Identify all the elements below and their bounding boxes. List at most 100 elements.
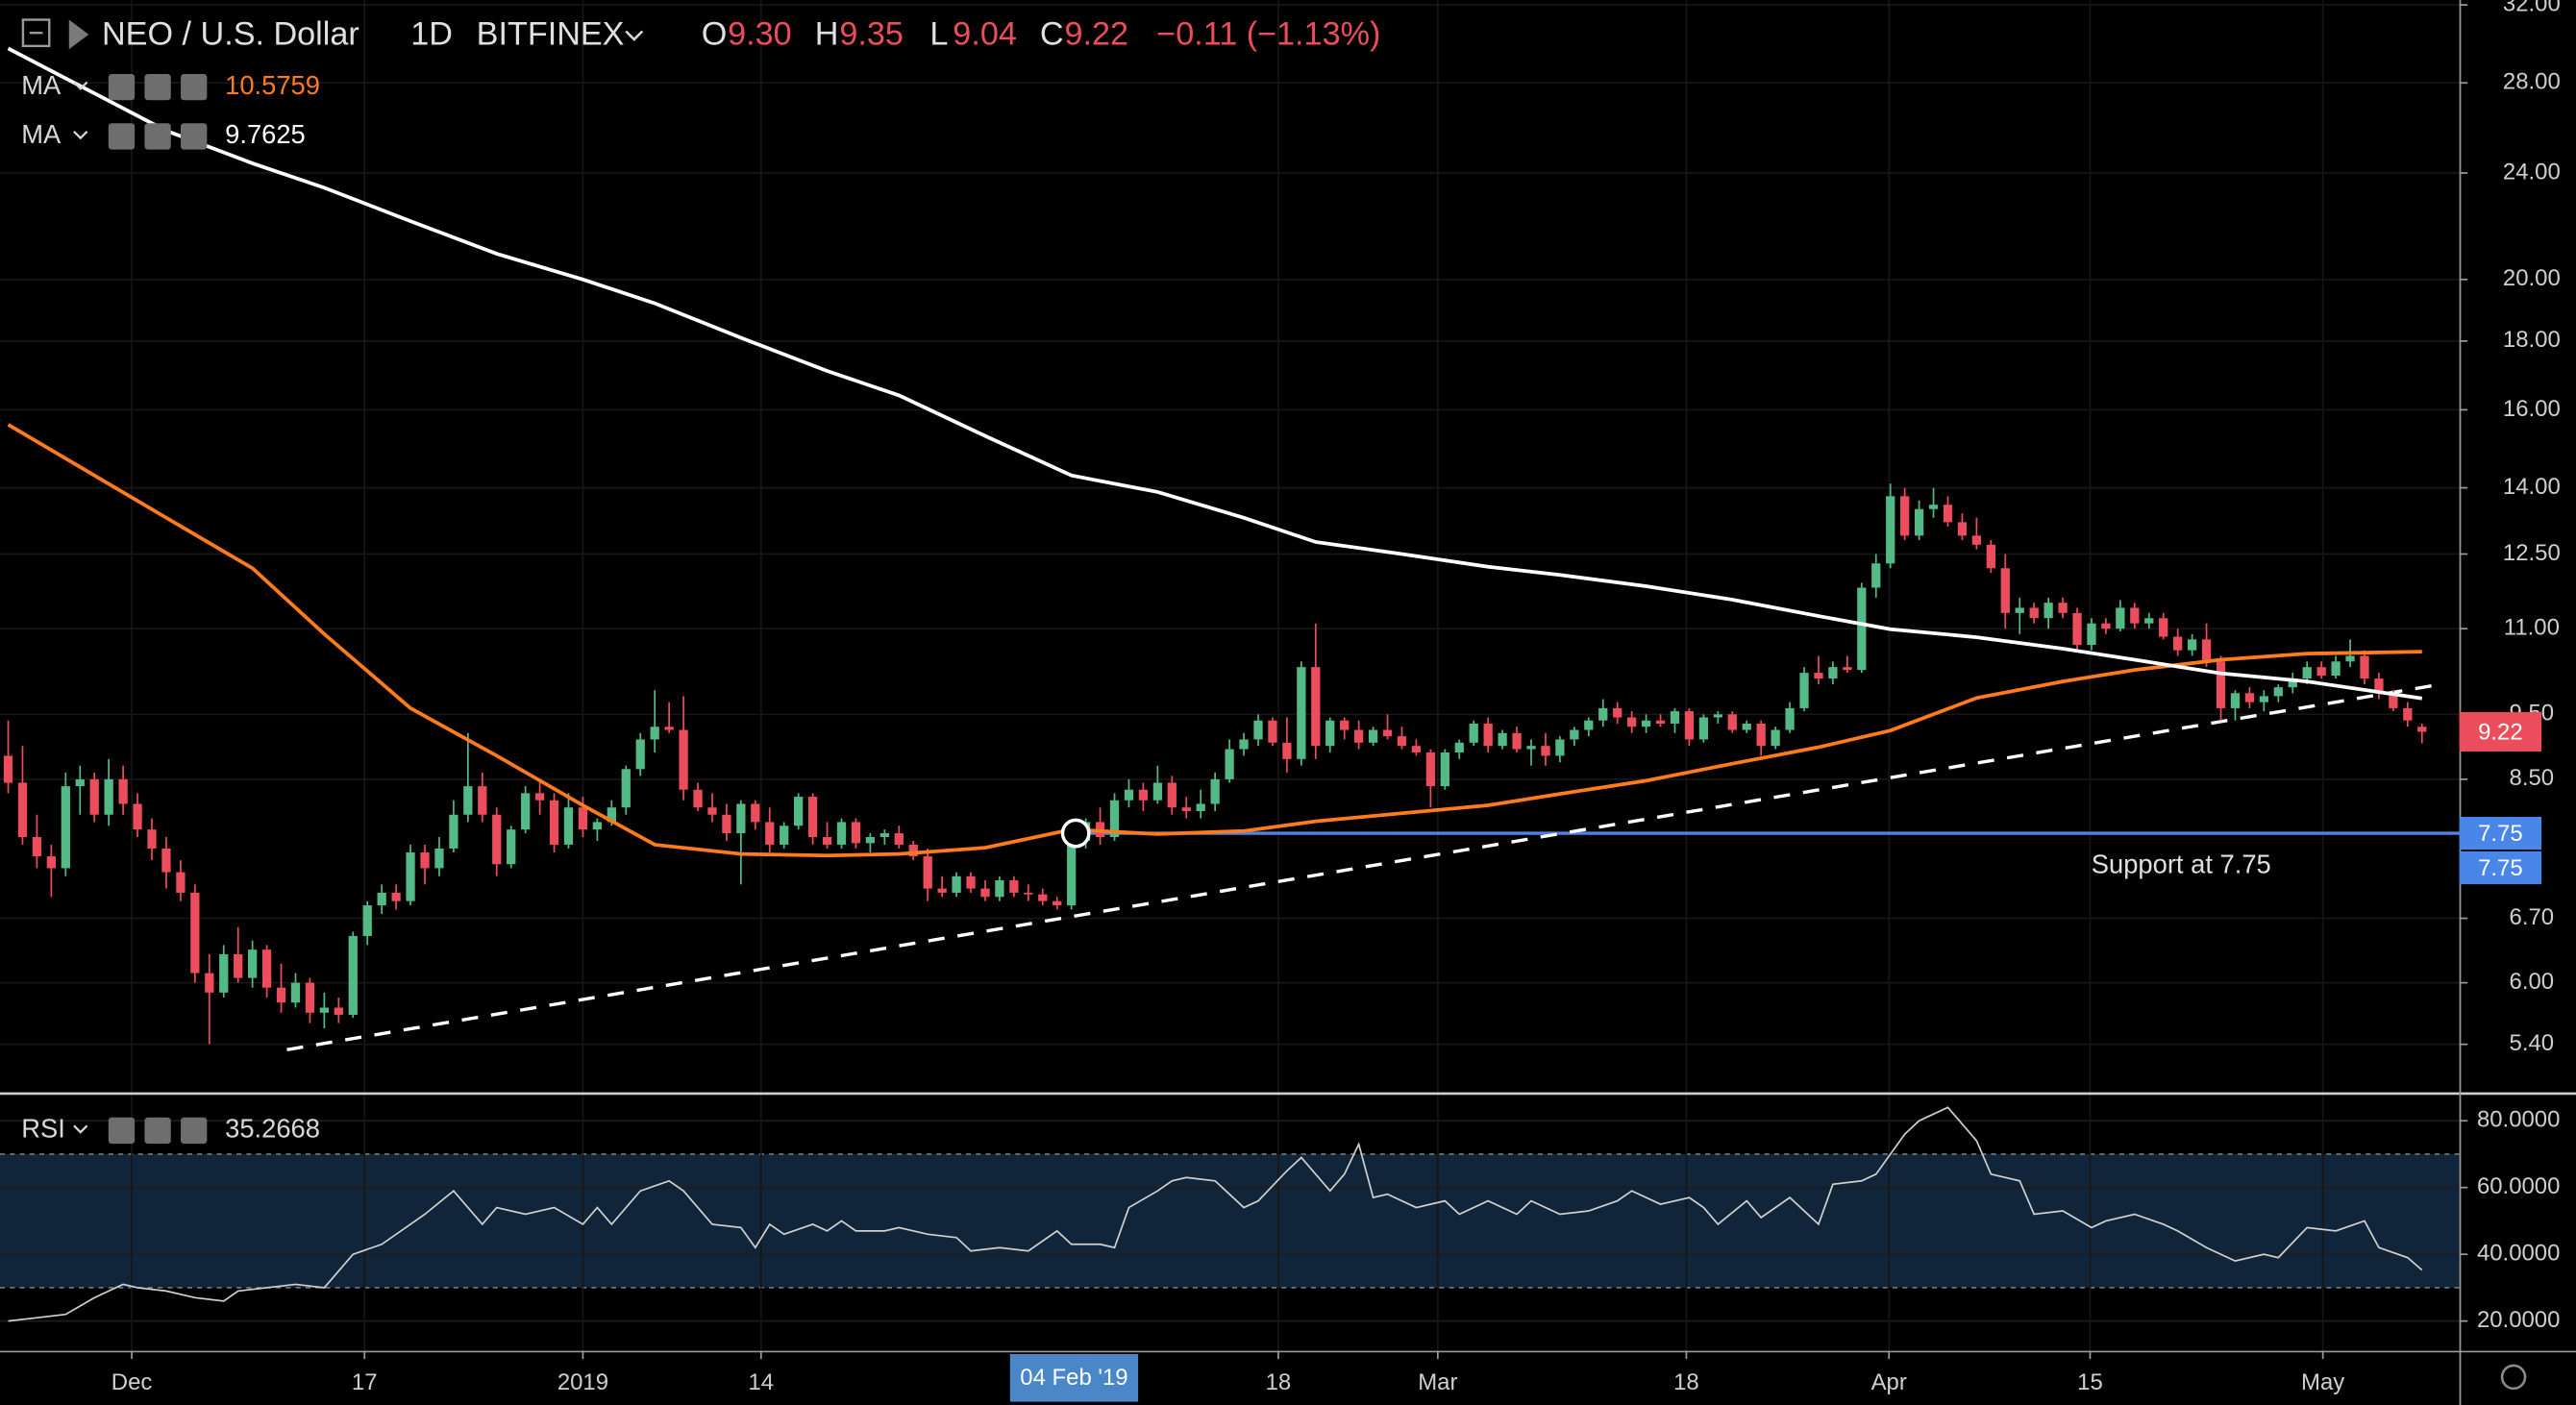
- settings-icon[interactable]: [144, 73, 171, 101]
- eye-icon[interactable]: [108, 1117, 136, 1145]
- candle-body: [1440, 752, 1449, 787]
- settings-icon[interactable]: [144, 1117, 171, 1145]
- candle-body: [89, 778, 99, 815]
- y-tick-label: 32.00: [2503, 0, 2561, 16]
- dropdown-caret[interactable]: [625, 30, 644, 41]
- candle-body: [1196, 803, 1205, 811]
- x-tick-label: 2019: [557, 1369, 608, 1395]
- x-tick-label: Mar: [1418, 1369, 1457, 1395]
- candle-body: [664, 727, 674, 730]
- rsi-tick-label: 80.0000: [2477, 1107, 2560, 1133]
- remove-icon[interactable]: [181, 123, 208, 150]
- candle-body: [75, 778, 85, 787]
- interval: 1D: [410, 16, 453, 53]
- candle-body: [1483, 723, 1493, 747]
- support-price-tag-label: 7.75: [2478, 821, 2523, 847]
- rsi-legend-name[interactable]: RSI: [21, 1114, 65, 1144]
- y-tick-label: 28.00: [2503, 69, 2561, 95]
- candle-body: [1009, 880, 1019, 893]
- candle-body: [1641, 720, 1651, 727]
- ohlc-value: 9.30: [728, 16, 792, 53]
- candle-body: [2302, 667, 2312, 679]
- candle-body: [865, 836, 876, 844]
- ohlc-value: 9.22: [1065, 16, 1129, 53]
- candle-body: [894, 833, 904, 845]
- candle-body: [980, 888, 990, 898]
- x-tick-label: 18: [1673, 1369, 1699, 1395]
- x-tick-label: Dec: [111, 1369, 153, 1395]
- x-tick-label: 15: [2077, 1369, 2103, 1395]
- candle-body: [621, 769, 631, 808]
- candle-body: [1914, 508, 1924, 536]
- support-price-tag: [2459, 816, 2542, 850]
- candle-body: [2015, 607, 2024, 613]
- eye-icon[interactable]: [108, 123, 136, 150]
- candle-body: [348, 935, 358, 1015]
- candle-body: [1627, 717, 1637, 727]
- ohlc-letter: O: [702, 16, 728, 53]
- candle-body: [952, 875, 961, 893]
- candle-body: [2029, 607, 2039, 619]
- rsi-tick-label: 20.0000: [2477, 1307, 2560, 1333]
- y-tick-label: 16.00: [2503, 396, 2561, 422]
- y-tick-label: 24.00: [2503, 159, 2561, 185]
- collapse-icon[interactable]: [21, 18, 51, 48]
- x-tick-label: Apr: [1871, 1369, 1907, 1395]
- candle-body: [1584, 720, 1594, 730]
- y-tick-label: 11.00: [2504, 615, 2560, 641]
- remove-icon[interactable]: [181, 1117, 208, 1145]
- candle-body: [592, 822, 603, 830]
- candle-body: [1498, 732, 1507, 747]
- candle-body: [1814, 673, 1823, 679]
- candle-body: [549, 800, 559, 845]
- y-tick-label: 12.50: [2503, 540, 2561, 566]
- candle-body: [1340, 720, 1350, 730]
- x-tick-label: 14: [748, 1369, 774, 1395]
- candle-body: [1971, 535, 1982, 545]
- candle-body: [1210, 778, 1220, 804]
- candle-body: [1756, 723, 1766, 747]
- legend-carets: [73, 81, 88, 1134]
- candle-body: [219, 953, 229, 993]
- candle-body: [693, 789, 703, 808]
- candle-body: [923, 856, 932, 889]
- candle-body: [1655, 720, 1666, 724]
- remove-icon[interactable]: [181, 73, 208, 101]
- candle-body: [2360, 655, 2369, 679]
- candle-body: [2101, 623, 2111, 629]
- candle-body: [2216, 661, 2226, 708]
- candle-body: [1411, 746, 1422, 752]
- candle-body: [635, 739, 645, 770]
- candle-body: [1382, 729, 1393, 737]
- support-price-tag: [2459, 850, 2542, 885]
- candle-body: [2403, 707, 2413, 721]
- candle-body: [1684, 711, 1695, 740]
- x-tick-label: 18: [1266, 1369, 1292, 1395]
- ma-legend-name[interactable]: MA: [21, 70, 62, 100]
- candle-body: [1454, 742, 1464, 752]
- ohlc-value: 9.04: [953, 16, 1017, 53]
- settings-gear[interactable]: [2500, 1364, 2527, 1391]
- candle-body: [1857, 587, 1867, 671]
- candle-body: [2244, 693, 2255, 702]
- candle-body: [362, 905, 372, 936]
- eye-icon[interactable]: [108, 73, 136, 101]
- candle-body: [190, 892, 200, 974]
- moving-average: [7, 423, 2422, 858]
- rsi-legend-value: 35.2668: [225, 1114, 320, 1144]
- candle-body: [563, 807, 574, 845]
- candle-body: [507, 829, 516, 865]
- y-tick-label: 18.00: [2503, 327, 2561, 353]
- exchange[interactable]: BITFINEX: [477, 16, 625, 53]
- candle-body: [406, 851, 415, 901]
- candle-body: [1239, 739, 1249, 750]
- candle-body: [261, 949, 272, 988]
- candle-body: [851, 822, 861, 844]
- crosshair-point: [1060, 818, 1091, 849]
- candle-body: [1541, 746, 1550, 756]
- candle-body: [1067, 840, 1077, 906]
- ma-legend-name[interactable]: MA: [21, 119, 62, 149]
- settings-icon[interactable]: [144, 123, 171, 150]
- ohlc-letter: L: [929, 16, 948, 53]
- candle-body: [1843, 667, 1852, 671]
